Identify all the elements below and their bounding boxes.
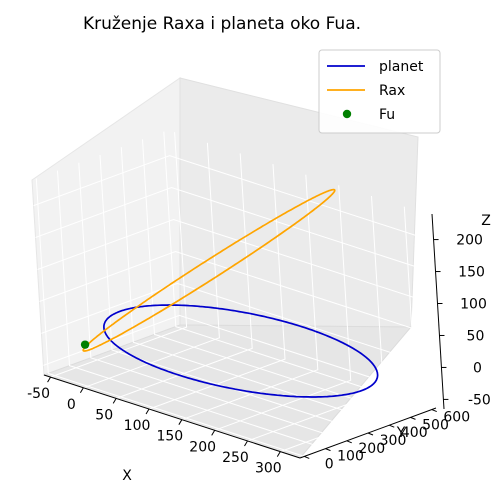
legend-marker-fu [342, 109, 352, 119]
legend: planet Rax Fu [318, 49, 441, 134]
grid-line-y [142, 139, 411, 418]
x-tick-mark [211, 430, 216, 436]
grid-line-z [37, 218, 430, 303]
z-tick-labels: -50 0 50 100 150 200 [433, 233, 491, 408]
legend-label-rax: Rax [379, 83, 405, 99]
z-axis-line [431, 213, 445, 410]
x-tick-label: 150 [156, 429, 183, 445]
x-tick-mark [178, 419, 183, 425]
z-tick-label: -50 [468, 392, 491, 408]
grid-line-x [50, 132, 188, 378]
x-tick-label: 250 [222, 450, 249, 466]
grid-line-y [163, 131, 432, 411]
y-tick-mark [367, 432, 374, 436]
grid-line-x [181, 174, 319, 421]
grid-line-z [39, 250, 432, 335]
grid-line-x [214, 185, 352, 431]
y-tick-mark [304, 455, 310, 459]
grid-line-z [33, 155, 426, 240]
series-rax-line [82, 188, 336, 352]
grid-line-y [78, 162, 347, 442]
x-tick-mark [79, 387, 84, 394]
z-axis-label: Z [481, 213, 491, 229]
y-tick-label: 600 [443, 410, 470, 426]
x-axis-label: X [122, 468, 132, 484]
x-tick-labels: -50 0 50 100 150 200 250 300 [27, 376, 282, 477]
x-tick-label: 0 [67, 397, 76, 413]
y-tick-mark [325, 448, 331, 452]
y-tick-label: 200 [358, 441, 385, 457]
y-tick-label: 300 [380, 433, 407, 449]
back-pane-left [31, 77, 181, 376]
grid-line-z [41, 282, 434, 367]
x-tick-label: 50 [95, 407, 113, 423]
z-tick-label: 100 [460, 297, 487, 313]
x-tick-label: 300 [255, 461, 282, 477]
x-tick-mark [145, 408, 150, 415]
chart-title: Kruženje Raxa i planeta oko Fua. [83, 14, 361, 34]
grid-line-x [83, 142, 220, 389]
grid-line-x [247, 195, 385, 442]
y-tick-mark [410, 416, 416, 420]
z-tick-label: 0 [473, 360, 482, 376]
grid-line-z [43, 314, 436, 399]
z-tick-label: 200 [456, 233, 483, 249]
grid-lines [33, 131, 436, 457]
grid-line-y [35, 178, 305, 457]
x-tick-mark [276, 451, 281, 457]
legend-label-planet: planet [379, 59, 424, 75]
z-tick-label: 150 [458, 265, 485, 281]
series-layer [80, 188, 379, 398]
grid-line-x [148, 164, 286, 410]
y-tick-mark [346, 440, 352, 444]
x-tick-label: 100 [124, 418, 151, 434]
x-tick-mark [47, 376, 51, 383]
series-fu-point [80, 340, 90, 349]
series-planet-line [103, 304, 379, 398]
y-tick-mark [431, 409, 437, 413]
grid-line-z [35, 186, 428, 271]
x-tick-label: 200 [189, 439, 216, 455]
grid-line-y [99, 154, 369, 434]
grid-line-x [280, 206, 417, 453]
y-axis-label: Y [396, 425, 406, 441]
grid-line-x [116, 153, 253, 399]
z-tick-label: 50 [467, 328, 485, 344]
legend-label-fu: Fu [379, 107, 395, 123]
x-tick-mark [244, 440, 248, 447]
y-tick-label: 400 [401, 425, 428, 441]
x-tick-label: -50 [27, 386, 50, 402]
x-tick-mark [112, 398, 117, 404]
y-tick-label: 100 [337, 449, 364, 465]
grid-line-y [57, 170, 326, 450]
y-tick-label: 0 [325, 456, 334, 472]
y-tick-label: 500 [422, 417, 449, 433]
x-axis-line [43, 374, 301, 459]
y-tick-mark [389, 424, 395, 428]
